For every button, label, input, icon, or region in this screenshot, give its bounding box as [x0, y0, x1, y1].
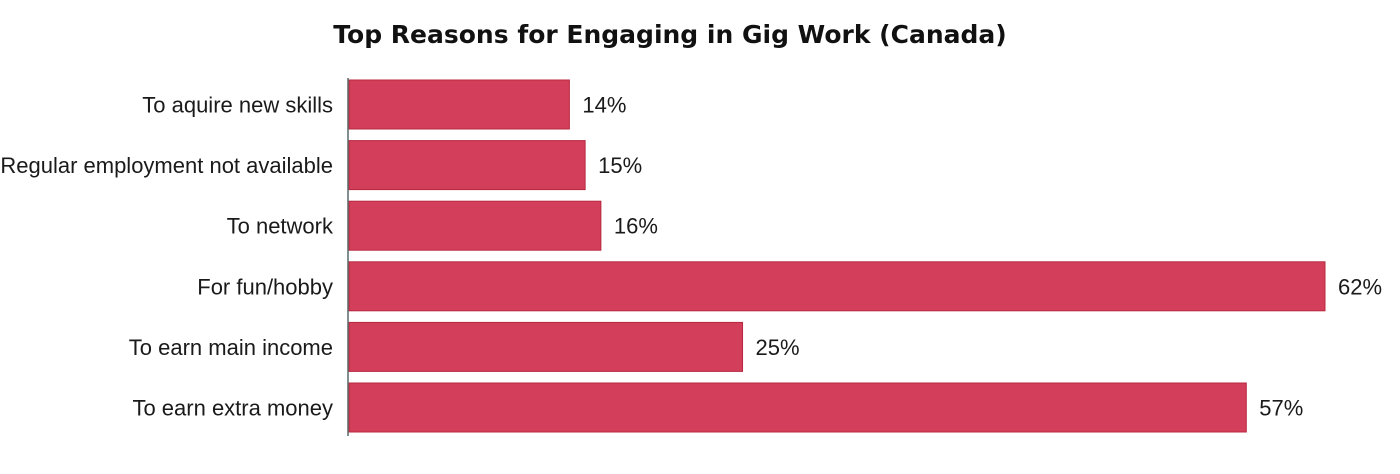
value-label-4: 25%	[756, 335, 800, 360]
bar-1	[348, 140, 586, 191]
labels-layer: To aquire new skills 14% Regular employmen…	[0, 93, 1382, 421]
category-label-3: For fun/hobby	[197, 274, 333, 299]
value-label-5: 57%	[1259, 396, 1303, 421]
value-label-0: 14%	[582, 93, 626, 118]
category-label-5: To earn extra money	[132, 396, 333, 421]
value-label-2: 16%	[614, 214, 658, 239]
bar-0	[348, 79, 570, 130]
value-label-1: 15%	[598, 153, 642, 178]
bars-layer	[348, 79, 1326, 433]
value-label-3: 62%	[1338, 274, 1382, 299]
category-label-2: To network	[227, 214, 334, 239]
category-label-4: To earn main income	[129, 335, 333, 360]
bar-5	[348, 382, 1247, 433]
bar-2	[348, 200, 602, 251]
category-label-0: To aquire new skills	[142, 93, 333, 118]
chart-title: Top Reasons for Engaging in Gig Work (Ca…	[333, 20, 1007, 49]
bar-3	[348, 261, 1326, 312]
bar-4	[348, 321, 744, 372]
category-label-1: Regular employment not available	[0, 153, 333, 178]
